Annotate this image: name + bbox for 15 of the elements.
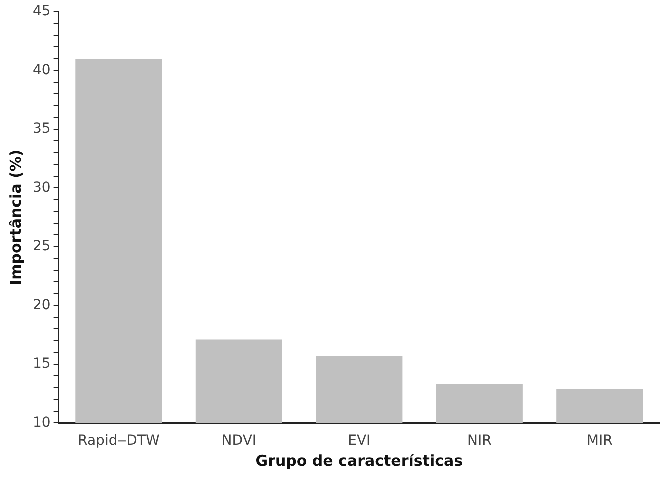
x-tick-label: EVI: [348, 433, 371, 450]
y-tick-label: 45: [32, 4, 51, 20]
y-tick-label: 25: [32, 238, 51, 255]
x-tick-label: NDVI: [222, 433, 257, 450]
x-tick-label: MIR: [586, 433, 614, 450]
y-tick-label: 15: [32, 356, 51, 372]
y-axis-title: Importância (%): [6, 150, 25, 286]
y-tick-label: 10: [32, 414, 51, 431]
x-tick-label: NIR: [467, 433, 492, 450]
x-tick-label: Rapid‒DTW: [78, 433, 160, 450]
y-tick-label: 20: [32, 297, 51, 314]
x-axis-title: Grupo de características: [256, 452, 464, 470]
y-tick-label: 35: [32, 121, 51, 138]
y-tick-label: 30: [32, 180, 51, 196]
y-tick-label: 40: [32, 62, 51, 78]
